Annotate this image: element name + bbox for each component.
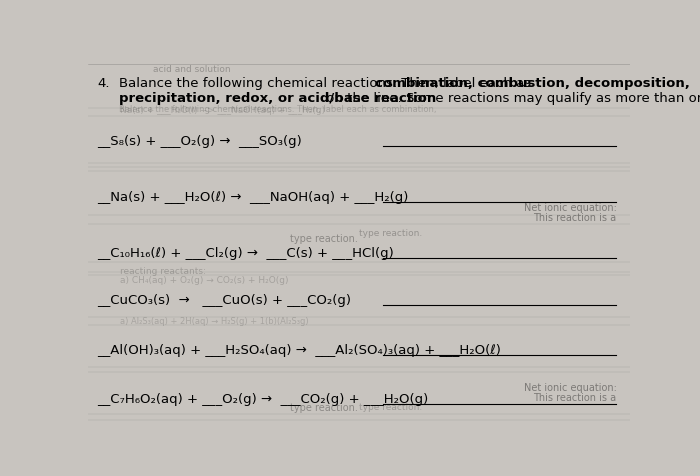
Text: This reaction is a: This reaction is a bbox=[533, 213, 617, 223]
Text: Net ionic equation:: Net ionic equation: bbox=[524, 383, 617, 393]
Text: Balance the following chemical reactions. Then, label each as: Balance the following chemical reactions… bbox=[119, 77, 536, 90]
Text: on the line. Some reactions may qualify as more than one type.: on the line. Some reactions may qualify … bbox=[322, 92, 700, 105]
Text: type reaction.: type reaction. bbox=[358, 403, 422, 412]
Text: Na(s) + ___H₂O(l) --> ___NaOH(aq) + ___H₂(g): Na(s) + ___H₂O(l) --> ___NaOH(aq) + ___H… bbox=[120, 106, 326, 115]
Text: 4.: 4. bbox=[97, 77, 110, 90]
Text: __C₁₀H₁₆(ℓ) + ___Cl₂(g) →  ___C(s) + ___HCl(g): __C₁₀H₁₆(ℓ) + ___Cl₂(g) → ___C(s) + ___H… bbox=[97, 247, 394, 260]
Text: Net ionic equation:: Net ionic equation: bbox=[524, 203, 617, 213]
Text: __C₇H₆O₂(aq) + ___O₂(g) →  ___CO₂(g) + ___H₂O(g): __C₇H₆O₂(aq) + ___O₂(g) → ___CO₂(g) + __… bbox=[97, 393, 428, 407]
Text: a) CH₄(aq) + O₂(g) → CO₂(s) + H₂O(g): a) CH₄(aq) + O₂(g) → CO₂(s) + H₂O(g) bbox=[120, 276, 288, 285]
Text: __S₈(s) + ___O₂(g) →  ___SO₃(g): __S₈(s) + ___O₂(g) → ___SO₃(g) bbox=[97, 135, 302, 148]
Text: precipitation, redox, or acid/base reaction: precipitation, redox, or acid/base react… bbox=[119, 92, 436, 105]
Text: a) Al₂S₃(aq) + 2H(aq) → H₂S(g) + 1(b)(Al₂S₃g): a) Al₂S₃(aq) + 2H(aq) → H₂S(g) + 1(b)(Al… bbox=[120, 317, 309, 326]
Text: type reaction.: type reaction. bbox=[290, 403, 358, 413]
Text: Balance the following chemical reactions. Then, label each as combination,: Balance the following chemical reactions… bbox=[119, 105, 437, 114]
Text: combination, combustion, decomposition,: combination, combustion, decomposition, bbox=[374, 77, 690, 90]
Text: This reaction is a: This reaction is a bbox=[533, 393, 617, 403]
Text: __Na(s) + ___H₂O(ℓ) →  ___NaOH(aq) + ___H₂(g): __Na(s) + ___H₂O(ℓ) → ___NaOH(aq) + ___H… bbox=[97, 190, 409, 204]
Text: __Al(OH)₃(aq) + ___H₂SO₄(aq) →  ___Al₂(SO₄)₃(aq) + ___H₂O(ℓ): __Al(OH)₃(aq) + ___H₂SO₄(aq) → ___Al₂(SO… bbox=[97, 344, 501, 357]
Text: acid and solution: acid and solution bbox=[153, 65, 230, 74]
Text: reacting reactants:: reacting reactants: bbox=[120, 267, 206, 276]
Text: __CuCO₃(s)  →   ___CuO(s) + ___CO₂(g): __CuCO₃(s) → ___CuO(s) + ___CO₂(g) bbox=[97, 294, 351, 307]
Text: type reaction.: type reaction. bbox=[358, 228, 422, 238]
Text: type reaction.: type reaction. bbox=[290, 234, 358, 244]
